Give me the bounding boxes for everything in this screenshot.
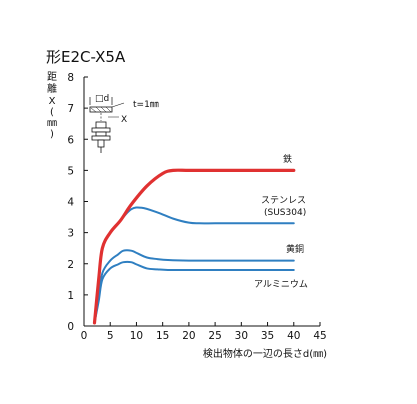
y-tick-label: 7 xyxy=(67,103,74,115)
y-tick-label: 3 xyxy=(67,228,74,240)
series-line-iron xyxy=(92,168,296,325)
plate-hatch-3 xyxy=(100,106,107,113)
x-tick-label: 10 xyxy=(130,330,143,342)
x-tick-label: 5 xyxy=(107,330,114,342)
y-axis-label-char-2: 離 xyxy=(47,82,57,95)
x-tick-label: 45 xyxy=(313,330,326,342)
x-tick-label: 15 xyxy=(156,330,169,342)
y-tick-label: 2 xyxy=(67,259,74,271)
series-layer xyxy=(92,168,296,325)
y-axis-label-char-3: X xyxy=(49,96,56,107)
y-axis-label-char-1: 距 xyxy=(47,71,57,83)
d-label: □d xyxy=(95,94,109,104)
plate-hatch-2 xyxy=(95,106,102,113)
x-tick-label: 30 xyxy=(235,330,248,342)
series-label-stainless-sub: (SUS304) xyxy=(264,208,306,218)
series-label-stainless: ステンレス xyxy=(261,195,306,206)
y-tick-label: 8 xyxy=(67,72,74,84)
sensor-nut-bottom xyxy=(91,135,111,141)
y-tick-label: 4 xyxy=(67,197,74,209)
x-tick-label: 0 xyxy=(81,330,88,342)
x-tick-label: 40 xyxy=(287,330,300,342)
x-tick-label: 25 xyxy=(208,330,221,342)
y-tick-label: 5 xyxy=(67,165,74,177)
chart-title: 形E2C-X5A xyxy=(46,48,126,66)
x-tick-label: 35 xyxy=(261,330,274,342)
sensor-diagram: □d t=1㎜ X xyxy=(89,94,159,153)
sensor-nut-top xyxy=(91,127,111,133)
series-line-brass xyxy=(93,249,295,324)
series-label-brass: 黄銅 xyxy=(286,243,304,255)
y-tick-label: 1 xyxy=(67,290,74,302)
y-axis-label-char-5: ㎜ xyxy=(47,118,57,129)
sensor-head xyxy=(95,121,107,129)
series-line-aluminum xyxy=(93,260,295,324)
y-tick-label: 6 xyxy=(67,134,74,146)
sensor-body xyxy=(95,131,107,137)
plate-hatch-1 xyxy=(90,107,97,113)
y-axis-label-char-4: ( xyxy=(50,107,54,118)
series-line-stainless xyxy=(93,206,295,324)
x-dimension-label: X xyxy=(121,115,127,125)
series-label-iron: 鉄 xyxy=(283,153,292,165)
t-label: t=1㎜ xyxy=(133,100,159,110)
t-leader xyxy=(111,102,125,108)
x-tick-label: 20 xyxy=(182,330,195,342)
x-axis-label: 検出物体の一辺の長さd(㎜) xyxy=(203,347,327,360)
y-tick-label: 0 xyxy=(67,321,74,333)
sensor-cable-sleeve xyxy=(97,139,105,148)
plate-hatch-4 xyxy=(105,106,112,113)
y-axis-label-char-6: ) xyxy=(50,129,54,140)
series-label-aluminum: アルミニウム xyxy=(254,279,308,290)
